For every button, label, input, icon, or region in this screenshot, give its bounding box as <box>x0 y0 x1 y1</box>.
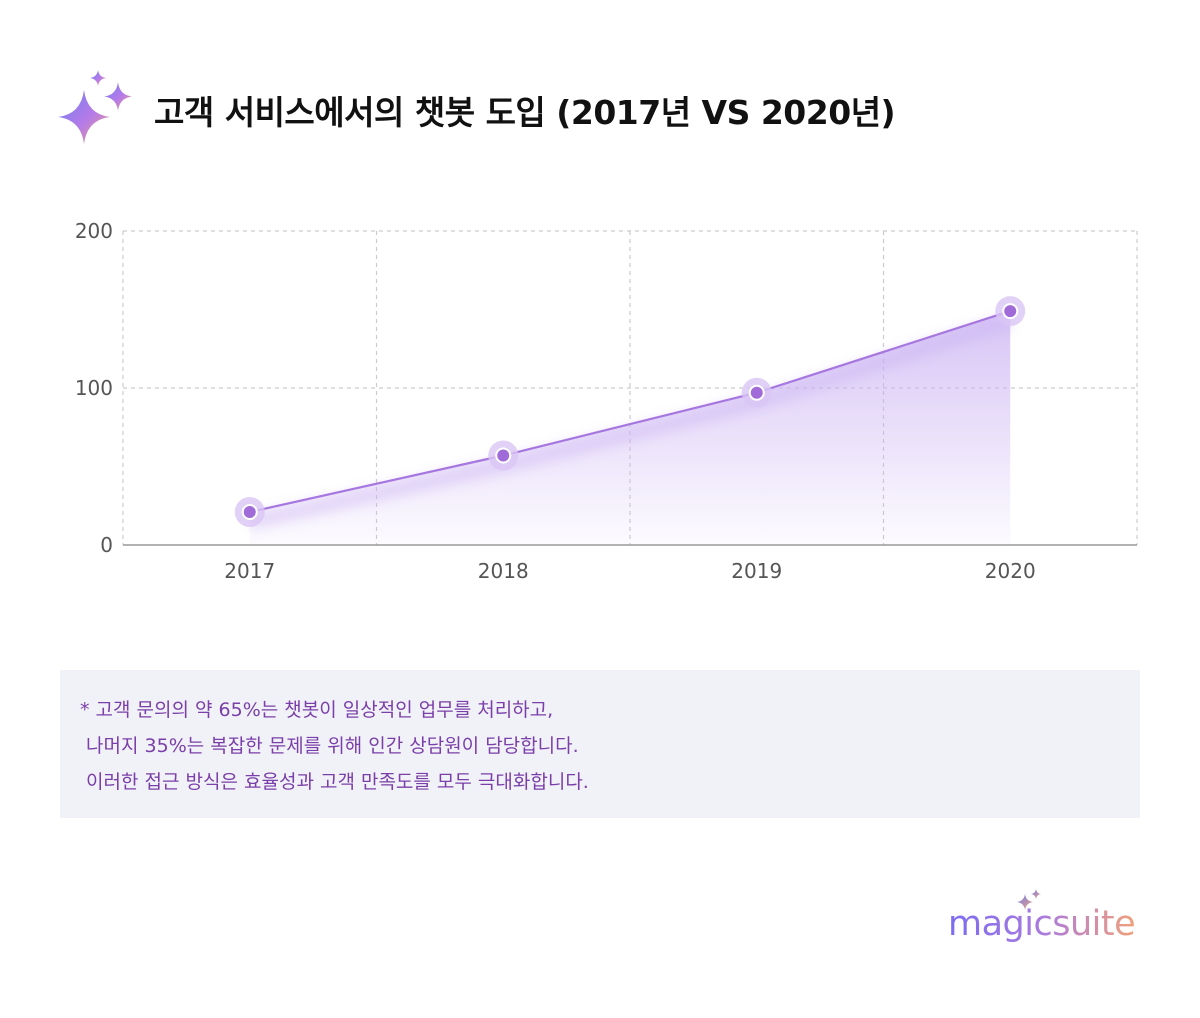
chart-area: 0 100 200 2017 2018 2019 2020 <box>0 200 1200 620</box>
brand-logo: magicsuite <box>948 888 1148 948</box>
footnote-box: * 고객 문의의 약 65%는 챗봇이 일상적인 업무를 처리하고, 나머지 3… <box>60 670 1140 818</box>
footnote-line: * 고객 문의의 약 65%는 챗봇이 일상적인 업무를 처리하고, <box>80 699 554 721</box>
footnote-line: 나머지 35%는 복잡한 문제를 위해 인간 상담원이 담당합니다. <box>80 735 579 757</box>
x-tick-label: 2019 <box>731 559 782 583</box>
sparkle-icon <box>1017 889 1041 910</box>
y-tick-label: 100 <box>75 376 113 400</box>
sparkle-icon <box>58 70 132 144</box>
data-point <box>1002 303 1019 320</box>
x-tick-label: 2017 <box>224 559 275 583</box>
data-point <box>748 384 765 401</box>
series-line-glow <box>248 314 1013 529</box>
series-line <box>249 310 1011 514</box>
brand-name: magicsuite <box>948 904 1136 944</box>
data-point <box>241 504 258 521</box>
data-point <box>495 447 512 464</box>
y-tick-label: 0 <box>100 533 113 557</box>
page-title: 고객 서비스에서의 챗봇 도입 (2017년 VS 2020년) <box>154 93 896 132</box>
y-tick-label: 200 <box>75 219 113 243</box>
footnote-line: 이러한 접근 방식은 효율성과 고객 만족도를 모두 극대화합니다. <box>80 771 589 793</box>
header: 고객 서비스에서의 챗봇 도입 (2017년 VS 2020년) <box>58 68 896 152</box>
x-tick-label: 2020 <box>985 559 1036 583</box>
x-tick-label: 2018 <box>478 559 529 583</box>
line-area-chart: 0 100 200 2017 2018 2019 2020 <box>75 219 1138 583</box>
